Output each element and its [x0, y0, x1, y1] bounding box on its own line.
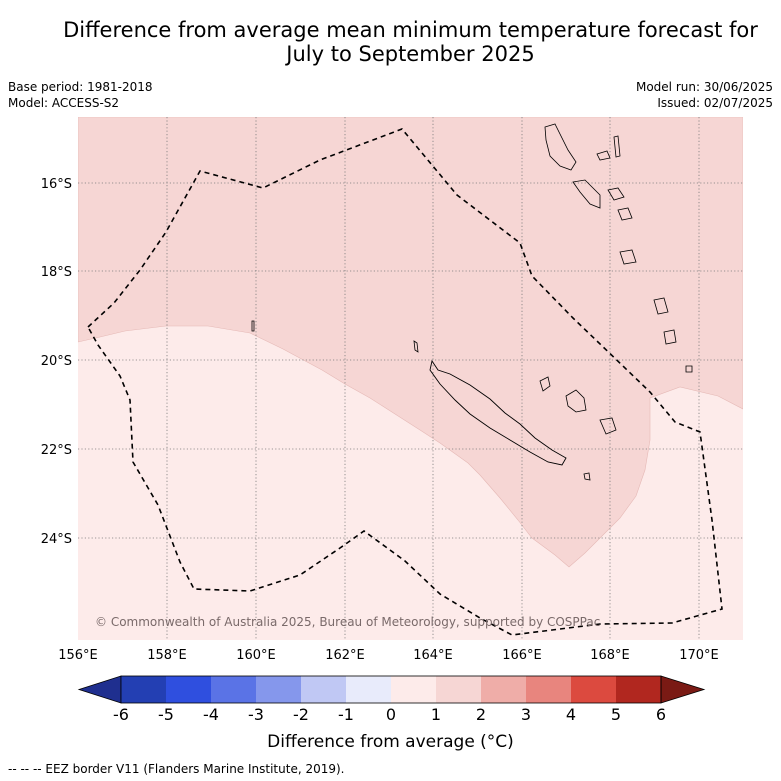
colorbar-tick-label: 3: [520, 705, 532, 724]
maewo-outline: [613, 135, 621, 158]
erromango-outline: [619, 249, 637, 265]
lon-tick-labels: 156°E 158°E 160°E 162°E 164°E 166°E 168°…: [58, 648, 719, 663]
model-run: Model run: 30/06/2025: [635, 80, 773, 94]
small-island-1: [685, 365, 693, 373]
colorbar-tick-label: -5: [158, 705, 174, 724]
colorbar-tick-label: -3: [248, 705, 264, 724]
anomaly-band-1-2: [78, 117, 743, 568]
ouvea-outline: [539, 376, 551, 392]
colorbar-swatch: [391, 676, 436, 703]
new-caledonia-outline: [429, 359, 567, 466]
colorbar-swatch: [526, 676, 571, 703]
colorbar-tick-label: 2: [475, 705, 487, 724]
aneityum-outline: [663, 329, 677, 345]
colorbar-tick-label: 1: [430, 705, 442, 724]
lon-tick-label: 170°E: [679, 648, 719, 663]
colorbar-tick-label: -6: [113, 705, 129, 724]
base-period: Base period: 1981-2018: [8, 80, 153, 94]
colorbar-tick-label: 6: [655, 705, 667, 724]
meta-right: Model run: 30/06/2025 Issued: 02/07/2025: [636, 79, 773, 111]
lat-tick-label: 22°S: [41, 443, 72, 458]
colorbar-swatch: [571, 676, 616, 703]
lon-tick-label: 162°E: [325, 648, 365, 663]
lifou-outline: [565, 389, 587, 413]
colorbar-tick-label: 5: [610, 705, 622, 724]
espiritu-santo-outline: [544, 123, 577, 171]
title-line-2: July to September 2025: [286, 42, 535, 66]
belep-islands: [413, 340, 419, 353]
colorbar-extend-low: [77, 675, 122, 704]
colorbar-swatch: [166, 676, 211, 703]
colorbar-swatch: [436, 676, 481, 703]
lon-tick-label: 166°E: [502, 648, 542, 663]
ambae-outline: [596, 150, 611, 161]
lon-tick-label: 158°E: [147, 648, 187, 663]
meta-left: Base period: 1981-2018 Model: ACCESS-S2: [8, 79, 153, 111]
model-name: Model: ACCESS-S2: [8, 96, 120, 110]
lon-tick-label: 160°E: [236, 648, 276, 663]
colorbar-swatch: [256, 676, 301, 703]
colorbar-swatch: [121, 676, 166, 703]
colorbar-swatch: [616, 676, 661, 703]
issued-date: Issued: 02/07/2025: [657, 96, 773, 110]
mare-outline: [599, 417, 617, 435]
lon-tick-label: 156°E: [58, 648, 98, 663]
malekula-outline: [572, 179, 601, 209]
pentecost-outline: [607, 187, 625, 201]
map-copyright: © Commonwealth of Australia 2025, Bureau…: [95, 615, 600, 629]
small-island-2: [251, 320, 255, 332]
lon-tick-label: 164°E: [413, 648, 453, 663]
tanna-outline: [653, 297, 669, 315]
lat-tick-label: 20°S: [41, 354, 72, 369]
lat-tick-label: 16°S: [41, 177, 72, 192]
colorbar-tick-label: 4: [565, 705, 577, 724]
colorbar-title: Difference from average (°C): [267, 732, 514, 752]
colorbar-tick-label: -1: [338, 705, 354, 724]
isle-of-pines: [583, 472, 591, 481]
colorbar-frame: [120, 675, 662, 704]
lat-tick-labels: 16°S 18°S 20°S 22°S 24°S: [41, 177, 72, 547]
lat-tick-label: 24°S: [41, 532, 72, 547]
colorbar-swatch: [211, 676, 256, 703]
colorbar-swatch: [346, 676, 391, 703]
efate-outline: [617, 207, 633, 221]
colorbar-tick-label: -2: [293, 705, 309, 724]
title-line-1: Difference from average mean minimum tem…: [63, 18, 758, 42]
colorbar-swatch: [481, 676, 526, 703]
colorbar: [77, 675, 706, 704]
colorbar-swatch: [301, 676, 346, 703]
colorbar-tick-label: -4: [203, 705, 219, 724]
lat-tick-label: 18°S: [41, 265, 72, 280]
map-gridlines: [78, 117, 743, 640]
lon-tick-label: 168°E: [590, 648, 630, 663]
chart-title: Difference from average mean minimum tem…: [0, 18, 781, 66]
eez-border: [86, 128, 723, 636]
eez-footnote: -- -- -- EEZ border V11 (Flanders Marine…: [8, 762, 345, 776]
colorbar-extend-high: [660, 675, 706, 704]
colorbar-tick-label: 0: [385, 705, 397, 724]
